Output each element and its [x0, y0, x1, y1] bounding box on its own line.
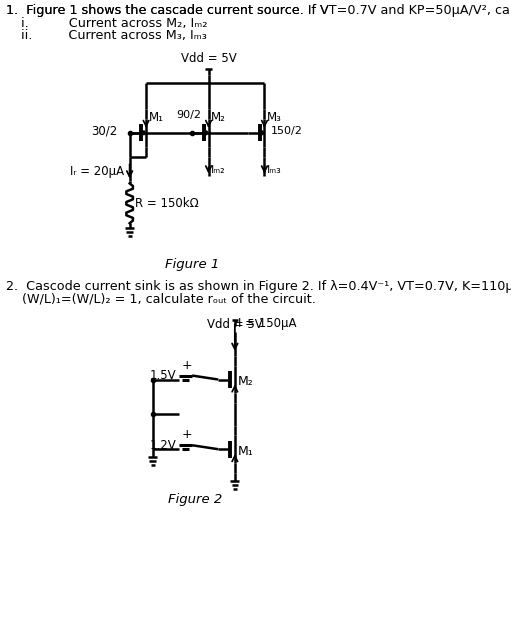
Text: Iₘ₃: Iₘ₃	[266, 166, 281, 175]
Text: Figure 2: Figure 2	[168, 493, 222, 506]
Text: 1.5V: 1.5V	[150, 369, 176, 382]
Text: M₁: M₁	[149, 111, 164, 124]
Text: M₂: M₂	[211, 111, 226, 124]
Circle shape	[261, 131, 263, 134]
Text: (W/L)₁=(W/L)₂ = 1, calculate rₒᵤₜ of the circuit.: (W/L)₁=(W/L)₂ = 1, calculate rₒᵤₜ of the…	[6, 293, 316, 306]
Text: M₁: M₁	[238, 445, 254, 458]
Text: M₃: M₃	[267, 111, 282, 124]
Text: 2.  Cascode current sink is as shown in Figure 2. If λ=0.4V⁻¹, VT=0.7V, K=110μA/: 2. Cascode current sink is as shown in F…	[6, 280, 511, 293]
Text: i.          Current across M₂, Iₘ₂: i. Current across M₂, Iₘ₂	[21, 17, 207, 31]
Text: R = 150kΩ: R = 150kΩ	[135, 197, 199, 210]
Text: M₂: M₂	[238, 375, 254, 388]
Circle shape	[205, 131, 207, 134]
Text: Iᵣ = 20μA: Iᵣ = 20μA	[70, 165, 124, 178]
Text: Figure 1: Figure 1	[165, 258, 219, 271]
Text: 90/2: 90/2	[177, 110, 202, 120]
Text: 150/2: 150/2	[271, 126, 303, 136]
Text: Vdd = 5V: Vdd = 5V	[207, 318, 263, 331]
Text: 1.2V: 1.2V	[150, 439, 176, 452]
Text: 1.  Figure 1 shows the cascade current source. If V: 1. Figure 1 shows the cascade current so…	[6, 4, 329, 17]
Text: Iₘ₂: Iₘ₂	[211, 166, 225, 175]
Text: 1.  Figure 1 shows the cascade current source. If VT=0.7V and KP=50μA/V², calcul: 1. Figure 1 shows the cascade current so…	[6, 4, 511, 17]
Text: ii.         Current across M₃, Iₘ₃: ii. Current across M₃, Iₘ₃	[21, 29, 207, 42]
Text: Vdd = 5V: Vdd = 5V	[181, 52, 237, 65]
Circle shape	[143, 131, 145, 134]
Text: 30/2: 30/2	[91, 124, 118, 138]
Text: I = 150μA: I = 150μA	[238, 317, 297, 330]
Text: +: +	[181, 428, 192, 441]
Text: +: +	[181, 359, 192, 371]
